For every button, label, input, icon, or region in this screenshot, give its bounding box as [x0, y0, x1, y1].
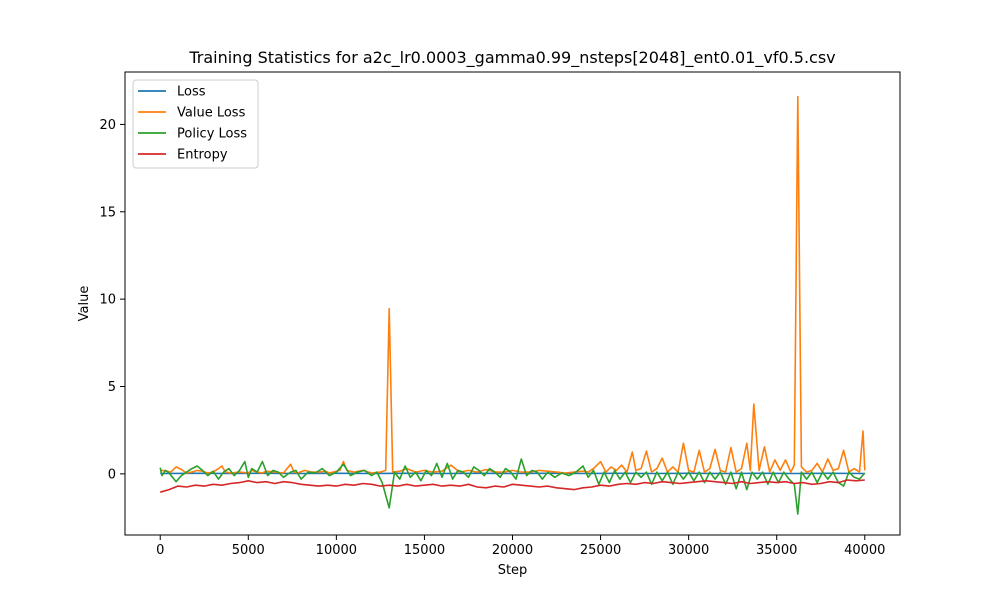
x-tick-label: 10000 — [316, 543, 357, 558]
legend-label: Loss — [177, 85, 206, 100]
x-tick-label: 20000 — [492, 543, 533, 558]
x-tick-label: 35000 — [756, 543, 797, 558]
x-axis-label: Step — [498, 563, 528, 578]
x-tick-label: 15000 — [404, 543, 445, 558]
legend-label: Entropy — [177, 148, 228, 163]
x-tick-label: 40000 — [844, 543, 885, 558]
x-tick-label: 30000 — [668, 543, 709, 558]
chart-title: Training Statistics for a2c_lr0.0003_gam… — [188, 48, 835, 68]
y-tick-label: 15 — [99, 205, 116, 220]
y-tick-label: 10 — [99, 293, 116, 308]
x-tick-label: 0 — [156, 543, 164, 558]
x-tick-label: 5000 — [232, 543, 265, 558]
legend-label: Policy Loss — [177, 127, 247, 142]
y-tick-label: 0 — [108, 467, 116, 482]
y-tick-label: 20 — [99, 118, 116, 133]
legend: Loss Value Loss Policy Loss Entropy — [133, 80, 258, 168]
y-axis-label: Value — [77, 286, 92, 322]
legend-label: Value Loss — [177, 106, 246, 121]
y-tick-label: 5 — [108, 380, 116, 395]
x-tick-label: 25000 — [580, 543, 621, 558]
